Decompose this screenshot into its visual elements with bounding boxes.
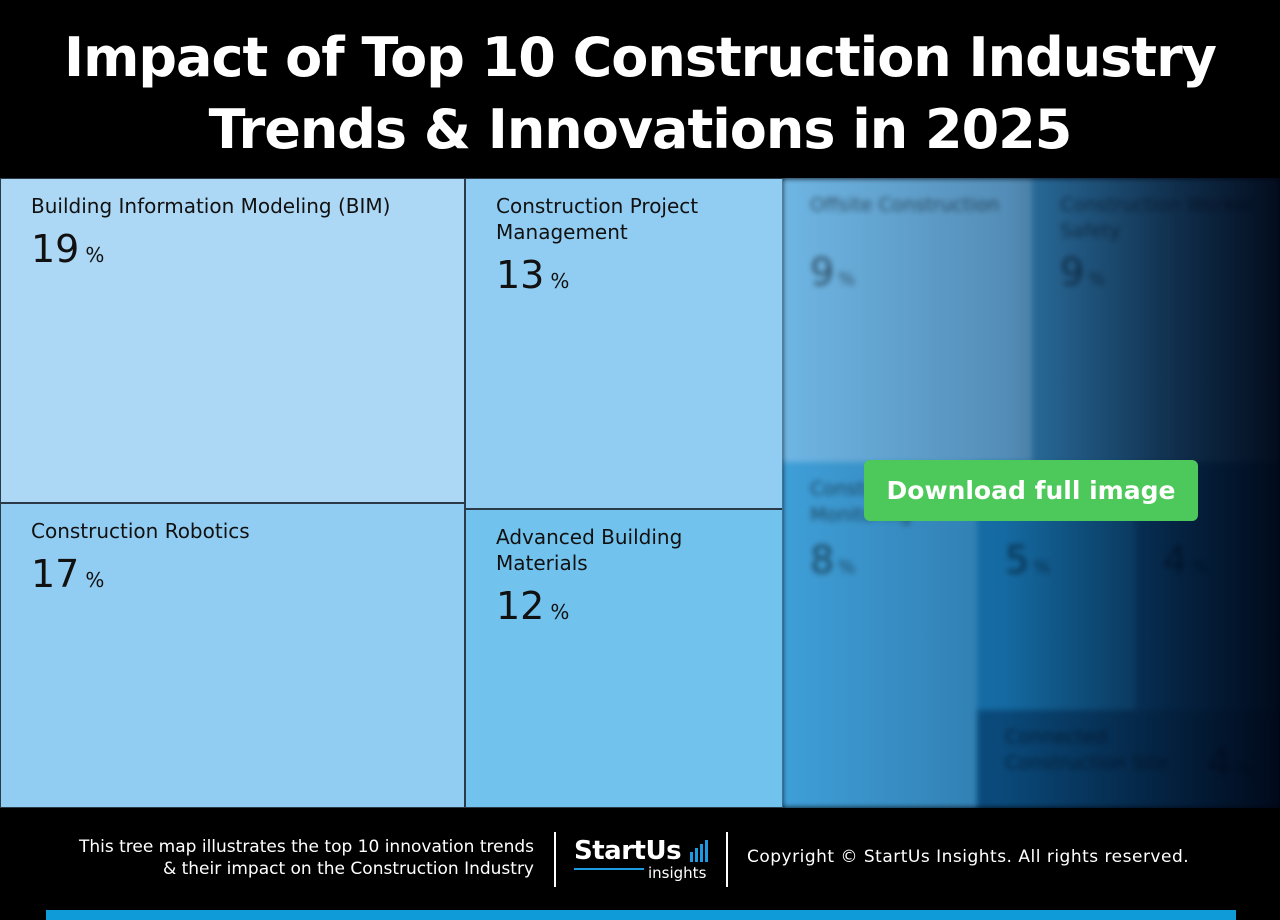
- footer-desc-line-1: This tree map illustrates the top 10 inn…: [78, 837, 534, 857]
- accent-bar: [46, 910, 1236, 920]
- tile-value: 4%: [1163, 538, 1209, 582]
- bar-chart-icon: [690, 840, 710, 862]
- header: Impact of Top 10 Construction Industry T…: [0, 0, 1280, 178]
- tile-value: 5%: [1005, 538, 1051, 582]
- tile-value: 9%: [810, 250, 856, 294]
- tile-label: Construction Robotics: [31, 519, 250, 543]
- footer-description: This tree map illustrates the top 10 inn…: [40, 836, 534, 880]
- tile-value: 8%: [810, 538, 856, 582]
- tile-label: Building Information Modeling (BIM): [31, 194, 391, 218]
- tile-label: Connected Construction Site: [1005, 726, 1169, 774]
- tile-label: Advanced Building Materials: [496, 525, 683, 575]
- treemap-tile-robotics: Construction Robotics 17%: [0, 503, 465, 808]
- treemap-tile-project-management: Construction Project Management 13%: [465, 178, 783, 509]
- tile-value: 19%: [31, 227, 105, 271]
- treemap-tile-connected-site: Connected Construction Site 4%: [977, 710, 1280, 808]
- chart-title-line-2: Trends & Innovations in 2025: [208, 98, 1073, 161]
- startus-insights-logo: StartUs insights: [574, 836, 714, 884]
- tile-value: 17%: [31, 552, 105, 596]
- logo-underline: [574, 868, 644, 870]
- treemap-tile-bim: Building Information Modeling (BIM) 19%: [0, 178, 465, 503]
- treemap-tile-offsite: Offsite Construction 9%: [782, 178, 1032, 462]
- copyright-text: Copyright © StartUs Insights. All rights…: [747, 847, 1190, 867]
- chart-title-line-1: Impact of Top 10 Construction Industry: [64, 26, 1217, 89]
- footer: This tree map illustrates the top 10 inn…: [0, 808, 1280, 920]
- logo-subtext: insights: [648, 864, 707, 882]
- tile-value: 9%: [1060, 250, 1106, 294]
- tile-value: 13%: [496, 253, 570, 297]
- tile-label: Offsite Construction: [810, 194, 1000, 216]
- tile-value: 4%: [1207, 740, 1253, 784]
- tile-label: Construction Project Management: [496, 194, 699, 244]
- treemap-tile-worker-safety: Construction Worker Safety 9%: [1032, 178, 1280, 462]
- logo-wordmark: StartUs: [574, 836, 682, 866]
- tile-label: Construction Worker Safety: [1060, 194, 1254, 242]
- footer-divider-left: [554, 832, 556, 887]
- treemap-tile-advanced-materials: Advanced Building Materials 12%: [465, 509, 783, 808]
- tile-value: 12%: [496, 584, 570, 628]
- download-full-image-button[interactable]: Download full image: [864, 460, 1198, 521]
- footer-desc-line-2: & their impact on the Construction Indus…: [162, 859, 534, 879]
- footer-divider-right: [726, 832, 728, 887]
